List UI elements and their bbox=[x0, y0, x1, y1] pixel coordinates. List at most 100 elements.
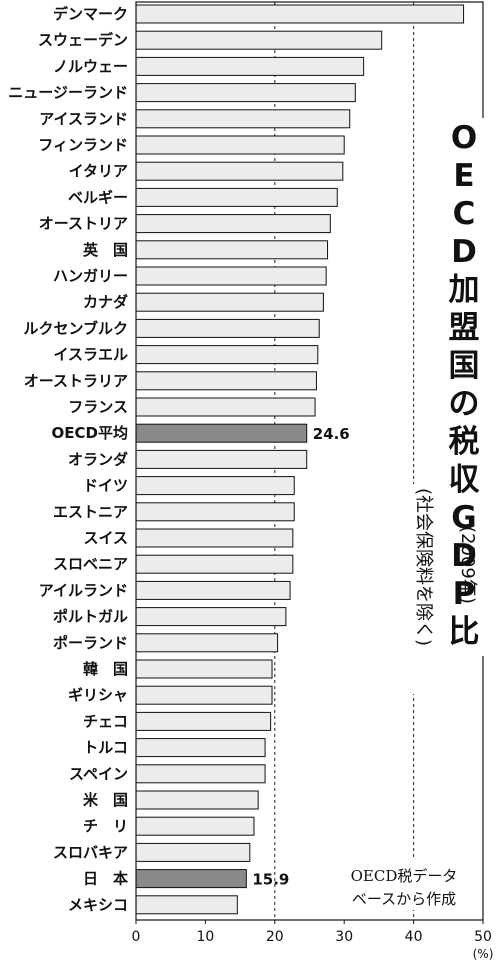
source-line: OECD税データ bbox=[351, 867, 458, 885]
bar bbox=[135, 30, 383, 50]
category-label: チ リ bbox=[83, 817, 128, 835]
category-label: スロバキア bbox=[53, 843, 128, 861]
chart-subtitle: (2009年) bbox=[457, 526, 478, 604]
category-label: トルコ bbox=[83, 739, 128, 757]
bar bbox=[135, 397, 316, 417]
category-label: イスラエル bbox=[53, 346, 128, 364]
category-label: カナダ bbox=[83, 293, 128, 311]
bar bbox=[135, 502, 295, 522]
bar bbox=[135, 476, 295, 496]
data-label: 24.6 bbox=[313, 425, 350, 443]
chart-note: (社会保険料を除く) bbox=[410, 484, 440, 694]
bar bbox=[135, 135, 345, 155]
bar bbox=[135, 371, 317, 391]
bar bbox=[135, 214, 331, 234]
bar bbox=[135, 449, 308, 469]
bar bbox=[135, 764, 266, 784]
title-char: C bbox=[453, 196, 476, 232]
bar bbox=[135, 318, 320, 338]
bar bbox=[135, 659, 273, 679]
bar bbox=[135, 240, 329, 260]
bar bbox=[135, 554, 294, 574]
category-labels: デンマークスウェーデンノルウェーニュージーランドアイスランドフィンランドイタリア… bbox=[8, 5, 128, 914]
bar bbox=[135, 816, 255, 836]
bar bbox=[135, 528, 294, 548]
category-label: アイスランド bbox=[39, 110, 128, 128]
category-label: フランス bbox=[68, 398, 128, 416]
bar bbox=[135, 607, 287, 627]
category-label: ベルギー bbox=[68, 188, 128, 206]
category-label: ドイツ bbox=[83, 477, 128, 495]
category-label: スペイン bbox=[69, 765, 128, 783]
bar bbox=[135, 633, 279, 653]
category-label: イタリア bbox=[69, 162, 128, 180]
source-background bbox=[328, 860, 480, 910]
bar bbox=[135, 790, 259, 810]
bar bbox=[135, 580, 291, 600]
title-char: 収 bbox=[449, 462, 480, 498]
title-char: 加 bbox=[449, 272, 480, 308]
title-char: 税 bbox=[449, 424, 480, 460]
category-label: オーストリア bbox=[39, 215, 128, 233]
category-label: ルクセンブルク bbox=[23, 319, 128, 337]
bar bbox=[135, 187, 338, 207]
title-char: D bbox=[451, 234, 477, 270]
bar bbox=[135, 56, 365, 76]
category-label: ポルトガル bbox=[53, 608, 128, 626]
x-unit-label: (%) bbox=[473, 947, 494, 961]
category-label: 英 国 bbox=[83, 241, 128, 259]
title-char: 国 bbox=[449, 348, 480, 384]
category-label: ハンガリー bbox=[53, 267, 128, 285]
source-line: ベースから作成 bbox=[352, 890, 456, 908]
title-char: G bbox=[451, 500, 476, 536]
category-label: アイルランド bbox=[39, 581, 128, 599]
bar bbox=[135, 4, 465, 24]
category-label: 韓 国 bbox=[83, 660, 128, 678]
category-label: スウェーデン bbox=[38, 31, 128, 49]
title-char: D bbox=[451, 538, 477, 574]
category-label: オランダ bbox=[68, 450, 128, 468]
subtitle-text: (2009年) bbox=[457, 526, 478, 604]
category-label: スロベニア bbox=[53, 555, 128, 573]
x-tick-label: 50 bbox=[474, 929, 492, 945]
title-char: O bbox=[451, 120, 477, 156]
bar bbox=[135, 685, 273, 705]
bar bbox=[135, 842, 251, 862]
category-label: ポーランド bbox=[53, 634, 128, 652]
bar bbox=[135, 266, 327, 286]
note-background bbox=[410, 484, 440, 694]
x-tick-label: 40 bbox=[405, 929, 423, 945]
note-text: (社会保険料を除く) bbox=[413, 488, 434, 646]
category-label: メキシコ bbox=[68, 896, 128, 914]
category-label: フィンランド bbox=[38, 136, 128, 154]
bar-highlight bbox=[135, 869, 247, 889]
category-label: OECD平均 bbox=[52, 424, 128, 442]
bar bbox=[135, 711, 272, 731]
data-label: 15.9 bbox=[252, 871, 289, 889]
x-tick-label: 10 bbox=[196, 929, 214, 945]
title-background bbox=[444, 118, 484, 656]
category-label: チェコ bbox=[83, 712, 128, 730]
title-char: 盟 bbox=[449, 310, 480, 346]
bar bbox=[135, 738, 266, 758]
category-label: 米 国 bbox=[83, 791, 128, 809]
category-label: デンマーク bbox=[53, 5, 128, 23]
category-label: 日 本 bbox=[83, 870, 128, 888]
category-label: ギリシャ bbox=[68, 686, 128, 704]
x-tick-label: 30 bbox=[335, 929, 353, 945]
title-char: P bbox=[453, 576, 476, 612]
category-label: ノルウェー bbox=[53, 57, 128, 75]
bar bbox=[135, 109, 351, 129]
category-label: エストニア bbox=[53, 503, 128, 521]
title-char: の bbox=[449, 386, 480, 422]
bar bbox=[135, 292, 324, 312]
bar bbox=[135, 345, 319, 365]
bar-highlight bbox=[135, 423, 308, 443]
x-tick-label: 0 bbox=[132, 929, 141, 945]
x-tick-label: 20 bbox=[266, 929, 284, 945]
bars: 24.6 15.9 bbox=[135, 4, 465, 915]
title-char: E bbox=[453, 158, 474, 194]
